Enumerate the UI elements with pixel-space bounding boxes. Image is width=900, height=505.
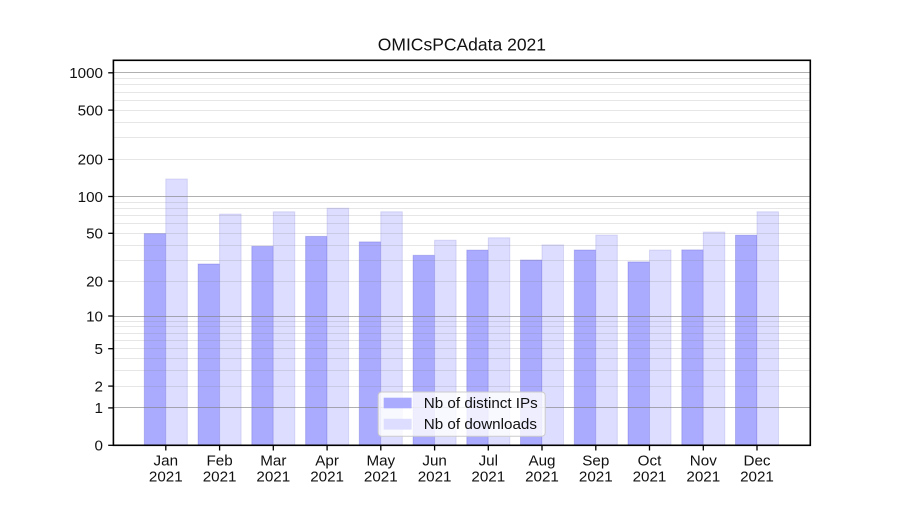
svg-text:Nov: Nov (690, 453, 717, 470)
svg-text:May: May (366, 453, 395, 470)
svg-text:200: 200 (78, 152, 103, 169)
svg-text:2021: 2021 (525, 469, 559, 486)
svg-text:OMICsPCAdata 2021: OMICsPCAdata 2021 (378, 35, 546, 55)
svg-text:10: 10 (86, 308, 103, 325)
svg-text:5: 5 (95, 341, 103, 358)
svg-text:Feb: Feb (207, 453, 233, 470)
svg-text:2021: 2021 (686, 469, 720, 486)
svg-text:2021: 2021 (471, 469, 505, 486)
svg-text:Oct: Oct (638, 453, 662, 470)
svg-text:50: 50 (86, 226, 103, 243)
svg-text:Dec: Dec (743, 453, 770, 470)
svg-text:100: 100 (78, 189, 103, 206)
svg-text:20: 20 (86, 273, 103, 290)
svg-text:2021: 2021 (310, 469, 344, 486)
svg-text:Aug: Aug (528, 453, 555, 470)
svg-text:2021: 2021 (633, 469, 667, 486)
svg-text:2021: 2021 (149, 469, 183, 486)
svg-text:1000: 1000 (69, 65, 103, 82)
svg-text:0: 0 (95, 438, 103, 455)
svg-text:2021: 2021 (364, 469, 398, 486)
svg-text:1: 1 (95, 400, 103, 417)
svg-text:Mar: Mar (260, 453, 286, 470)
svg-text:2021: 2021 (203, 469, 237, 486)
svg-text:2021: 2021 (579, 469, 613, 486)
svg-text:Apr: Apr (315, 453, 339, 470)
svg-text:500: 500 (78, 102, 103, 119)
svg-text:Sep: Sep (582, 453, 609, 470)
svg-text:2: 2 (95, 378, 103, 395)
svg-text:2021: 2021 (740, 469, 774, 486)
svg-text:2021: 2021 (256, 469, 290, 486)
svg-text:Jun: Jun (422, 453, 447, 470)
svg-text:Nb of distinct IPs: Nb of distinct IPs (424, 395, 538, 412)
svg-text:Jul: Jul (479, 453, 498, 470)
svg-text:Jan: Jan (154, 453, 179, 470)
svg-text:2021: 2021 (418, 469, 452, 486)
svg-text:Nb of downloads: Nb of downloads (424, 416, 538, 433)
